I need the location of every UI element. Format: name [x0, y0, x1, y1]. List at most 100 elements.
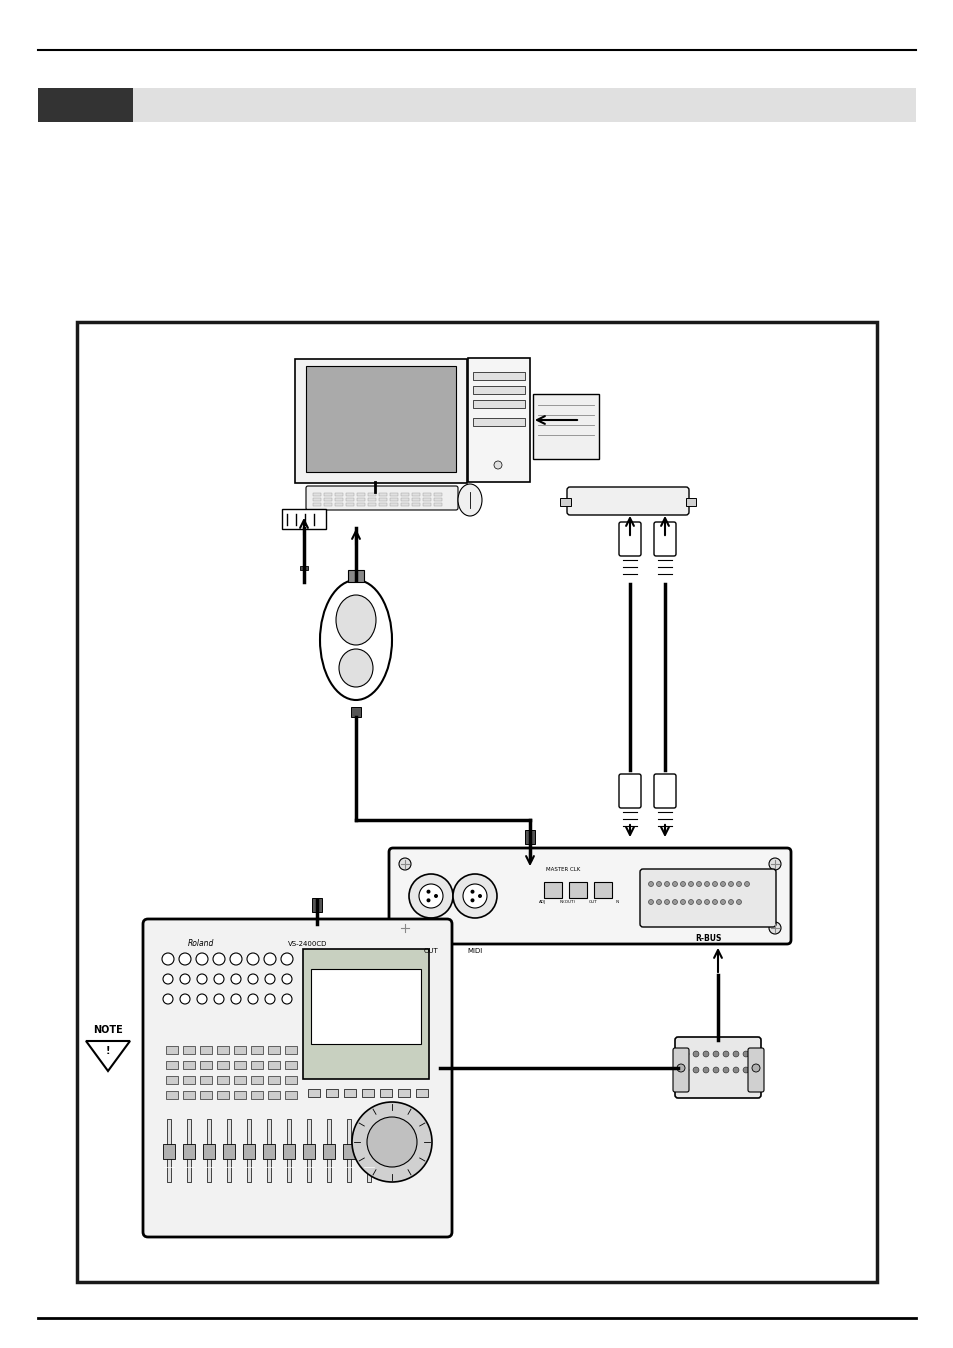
Bar	[285, 1091, 296, 1099]
Circle shape	[672, 899, 677, 905]
Circle shape	[398, 857, 411, 869]
Text: NOTE: NOTE	[93, 1024, 123, 1035]
Circle shape	[703, 899, 709, 905]
Circle shape	[656, 899, 660, 905]
Circle shape	[434, 894, 437, 898]
Bar	[524, 830, 535, 844]
Bar	[308, 1089, 319, 1097]
Bar	[167, 1119, 171, 1182]
Bar	[344, 1089, 355, 1097]
Bar	[422, 497, 431, 501]
Bar	[324, 503, 332, 506]
Bar	[473, 400, 524, 408]
Bar	[283, 1144, 294, 1159]
Bar	[233, 1076, 246, 1084]
Circle shape	[494, 461, 501, 469]
Circle shape	[712, 1051, 719, 1057]
FancyBboxPatch shape	[143, 919, 452, 1237]
Circle shape	[231, 993, 241, 1004]
Bar	[324, 493, 332, 496]
Circle shape	[462, 884, 486, 909]
Bar	[468, 359, 530, 483]
Bar	[368, 497, 375, 501]
Bar	[378, 493, 387, 496]
Bar	[267, 1119, 271, 1182]
Bar	[335, 493, 343, 496]
Circle shape	[213, 975, 224, 984]
Circle shape	[162, 953, 173, 965]
Circle shape	[692, 1068, 699, 1073]
Circle shape	[742, 1051, 748, 1057]
Circle shape	[265, 993, 274, 1004]
Circle shape	[426, 1064, 430, 1068]
Circle shape	[692, 1051, 699, 1057]
Bar	[326, 1089, 337, 1097]
Bar	[685, 497, 696, 506]
Circle shape	[742, 1068, 748, 1073]
Bar	[422, 503, 431, 506]
Circle shape	[213, 993, 224, 1004]
Bar	[543, 882, 561, 898]
Circle shape	[470, 890, 474, 894]
Circle shape	[401, 1051, 406, 1055]
Bar	[390, 497, 397, 501]
Circle shape	[702, 1051, 708, 1057]
Bar	[203, 1144, 214, 1159]
Circle shape	[720, 882, 724, 887]
Bar	[268, 1091, 280, 1099]
Bar	[323, 1144, 335, 1159]
Bar	[163, 1144, 174, 1159]
Circle shape	[231, 975, 241, 984]
Circle shape	[470, 898, 474, 902]
Circle shape	[426, 898, 430, 902]
Bar	[216, 1061, 229, 1069]
Bar	[216, 1076, 229, 1084]
Circle shape	[163, 975, 172, 984]
Bar	[594, 882, 612, 898]
Circle shape	[682, 1068, 688, 1073]
Circle shape	[696, 882, 700, 887]
FancyBboxPatch shape	[747, 1047, 763, 1092]
Bar	[200, 1046, 212, 1054]
Circle shape	[196, 975, 207, 984]
Bar	[379, 1089, 392, 1097]
Bar	[343, 1144, 355, 1159]
Circle shape	[712, 882, 717, 887]
Circle shape	[712, 899, 717, 905]
Circle shape	[265, 975, 274, 984]
Circle shape	[732, 1068, 739, 1073]
Bar	[390, 503, 397, 506]
Bar	[335, 497, 343, 501]
Bar	[324, 497, 332, 501]
Text: R-BUS: R-BUS	[694, 934, 720, 944]
FancyBboxPatch shape	[672, 1047, 688, 1092]
Circle shape	[281, 953, 293, 965]
Circle shape	[230, 953, 242, 965]
Circle shape	[414, 1064, 417, 1068]
Bar	[251, 1076, 263, 1084]
Bar	[166, 1046, 178, 1054]
Bar	[390, 493, 397, 496]
Circle shape	[419, 1064, 423, 1068]
Bar	[251, 1061, 263, 1069]
Circle shape	[264, 953, 275, 965]
Circle shape	[477, 894, 481, 898]
Circle shape	[703, 882, 709, 887]
Bar	[132, 88, 915, 123]
Circle shape	[426, 1051, 430, 1055]
Circle shape	[732, 1051, 739, 1057]
Bar	[422, 493, 431, 496]
Bar	[251, 1091, 263, 1099]
Bar	[361, 1089, 374, 1097]
Circle shape	[679, 882, 685, 887]
Bar	[303, 1144, 314, 1159]
Bar	[247, 1119, 251, 1182]
Bar	[200, 1076, 212, 1084]
Text: ADJ: ADJ	[538, 900, 546, 905]
Bar	[166, 1076, 178, 1084]
Circle shape	[672, 882, 677, 887]
Ellipse shape	[335, 594, 375, 644]
Bar	[166, 1091, 178, 1099]
Circle shape	[751, 1064, 760, 1072]
Bar	[233, 1061, 246, 1069]
